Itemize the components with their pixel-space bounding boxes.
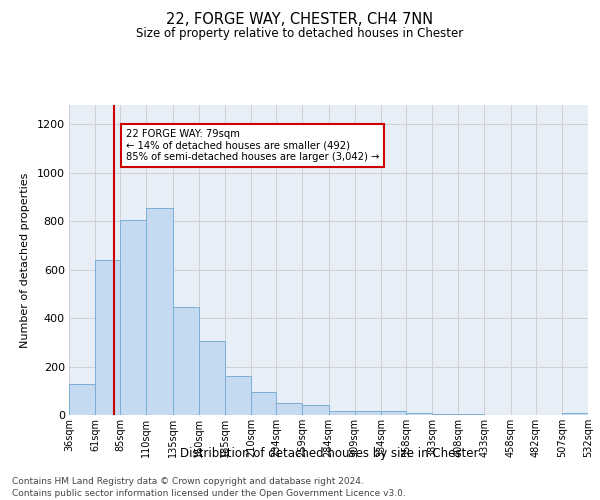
Bar <box>562 412 588 415</box>
Bar <box>381 410 406 415</box>
Bar <box>69 384 95 415</box>
Text: Distribution of detached houses by size in Chester: Distribution of detached houses by size … <box>179 448 478 460</box>
Y-axis label: Number of detached properties: Number of detached properties <box>20 172 30 348</box>
Text: 22 FORGE WAY: 79sqm
← 14% of detached houses are smaller (492)
85% of semi-detac: 22 FORGE WAY: 79sqm ← 14% of detached ho… <box>125 129 379 162</box>
Bar <box>406 412 432 415</box>
Bar <box>302 406 329 415</box>
Text: 22, FORGE WAY, CHESTER, CH4 7NN: 22, FORGE WAY, CHESTER, CH4 7NN <box>166 12 434 28</box>
Bar <box>251 392 276 415</box>
Bar <box>225 376 251 415</box>
Bar <box>458 414 484 415</box>
Bar <box>432 414 458 415</box>
Bar <box>329 412 355 415</box>
Bar <box>146 208 173 415</box>
Bar <box>173 307 199 415</box>
Bar <box>120 220 146 415</box>
Text: Size of property relative to detached houses in Chester: Size of property relative to detached ho… <box>136 28 464 40</box>
Bar <box>276 403 302 415</box>
Bar <box>199 341 225 415</box>
Bar <box>355 412 381 415</box>
Text: Contains public sector information licensed under the Open Government Licence v3: Contains public sector information licen… <box>12 489 406 498</box>
Text: Contains HM Land Registry data © Crown copyright and database right 2024.: Contains HM Land Registry data © Crown c… <box>12 478 364 486</box>
Bar <box>95 260 120 415</box>
